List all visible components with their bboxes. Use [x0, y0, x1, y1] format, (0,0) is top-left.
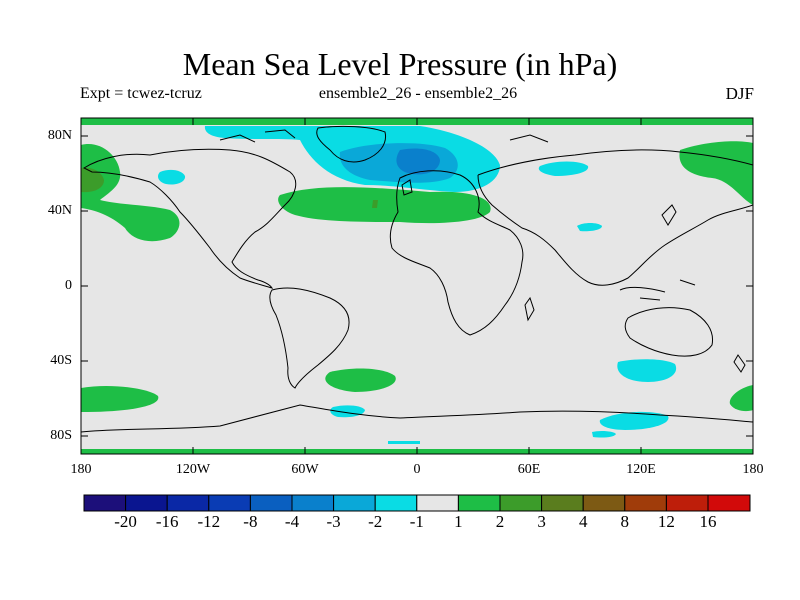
- x-tick-label: 120E: [626, 462, 656, 477]
- colorbar-label: 1: [454, 512, 463, 531]
- positive-anomaly-south-atlantic: [325, 368, 396, 392]
- colorbar-box-4: [208, 494, 251, 512]
- experiment-label: Expt = tcwez-tcruz: [80, 85, 202, 102]
- x-tick-label: 60E: [517, 462, 541, 477]
- colorbar-label: 8: [620, 512, 630, 531]
- colorbar-label: -3: [326, 512, 341, 531]
- y-tick-marks: [81, 135, 753, 437]
- negative-anomaly-arctic-core: [396, 148, 440, 175]
- negative-anomaly-southern-ocean: [599, 411, 669, 430]
- coastline-japan: [661, 204, 677, 226]
- colorbar-box-9: [416, 494, 459, 512]
- colorbar-box-16: [707, 494, 751, 512]
- colorbar-box-12: [541, 494, 584, 512]
- colorbar-box-7: [333, 494, 376, 512]
- negative-anomaly-north-pacific-small: [158, 169, 186, 185]
- colorbar-label: 12: [657, 512, 675, 531]
- colorbar-box-13: [582, 494, 626, 512]
- x-tick-label: 0: [413, 462, 421, 477]
- colorbar-box-1: [83, 494, 127, 512]
- colorbar-box-15: [665, 494, 709, 512]
- colorbar-label: -4: [284, 512, 300, 531]
- coastline-australia: [624, 307, 714, 357]
- colorbar-label: 2: [495, 512, 505, 531]
- map-title: Mean Sea Level Pressure (in hPa): [182, 46, 618, 82]
- coastline-antarctica: [81, 404, 753, 433]
- coastline-uk: [401, 179, 413, 196]
- x-tick-label: 60W: [291, 462, 319, 477]
- negative-anomaly-siberia-small: [538, 161, 589, 176]
- coastline-africa-europe: [389, 170, 524, 336]
- x-tick-label: 180: [742, 462, 764, 477]
- negative-anomaly-japan-small: [577, 223, 602, 232]
- positive-anomaly-north-pacific: [81, 144, 180, 242]
- y-tick-label: 80N: [47, 128, 72, 143]
- coastline-north-america: [82, 148, 297, 289]
- y-tick-label: 40S: [50, 353, 72, 368]
- positive-anomaly-pacific-core: [81, 167, 104, 193]
- negative-anomaly-antarctic-small: [592, 430, 616, 438]
- colorbar-label: 4: [578, 512, 588, 531]
- positive-anomaly-south-pacific: [81, 385, 159, 412]
- colorbar: [83, 494, 751, 512]
- colorbar-box-2: [125, 494, 168, 512]
- x-tick-marks: [192, 118, 642, 454]
- colorbar-label: 3: [537, 512, 546, 531]
- coastline-asia: [477, 149, 753, 286]
- positive-anomaly-south-indian: [729, 385, 753, 412]
- y-tick-label: 0: [65, 278, 72, 293]
- ensemble-label: ensemble2_26 - ensemble2_26: [318, 85, 518, 102]
- coastlines: [81, 125, 753, 433]
- colorbar-box-10: [457, 494, 501, 512]
- colorbar-box-8: [374, 494, 418, 512]
- coastline-south-america: [269, 287, 350, 389]
- season-label: DJF: [725, 84, 754, 103]
- positive-anomaly-atlantic-core: [372, 200, 378, 208]
- positive-anomaly-atlantic-europe: [278, 187, 491, 224]
- colorbar-box-6: [291, 494, 335, 512]
- coastline-arctic-islands: [219, 129, 549, 143]
- colorbar-label: -1: [409, 512, 424, 531]
- coastline-new-zealand: [733, 354, 746, 373]
- colorbar-box-3: [166, 494, 210, 512]
- positive-anomaly-north-asia: [679, 141, 753, 205]
- colorbar-label: -8: [243, 512, 258, 531]
- colorbar-label: -16: [155, 512, 179, 531]
- colorbar-box-5: [249, 494, 293, 512]
- coastline-madagascar: [524, 296, 535, 322]
- colorbar-label: -2: [368, 512, 383, 531]
- coastline-greenland: [316, 125, 387, 163]
- y-tick-label: 40N: [47, 203, 72, 218]
- colorbar-box-11: [499, 494, 543, 512]
- colorbar-label: -20: [114, 512, 137, 531]
- x-tick-label: 180: [70, 462, 92, 477]
- colorbar-label: -12: [197, 512, 221, 531]
- coastline-indonesia: [619, 279, 696, 301]
- y-tick-label: 80S: [50, 428, 72, 443]
- colorbar-box-14: [624, 494, 667, 512]
- negative-anomaly-south-australia: [617, 359, 677, 382]
- negative-anomaly-antarctic-coast: [388, 441, 420, 444]
- x-tick-label: 120W: [175, 462, 211, 477]
- colorbar-label: 16: [699, 512, 717, 531]
